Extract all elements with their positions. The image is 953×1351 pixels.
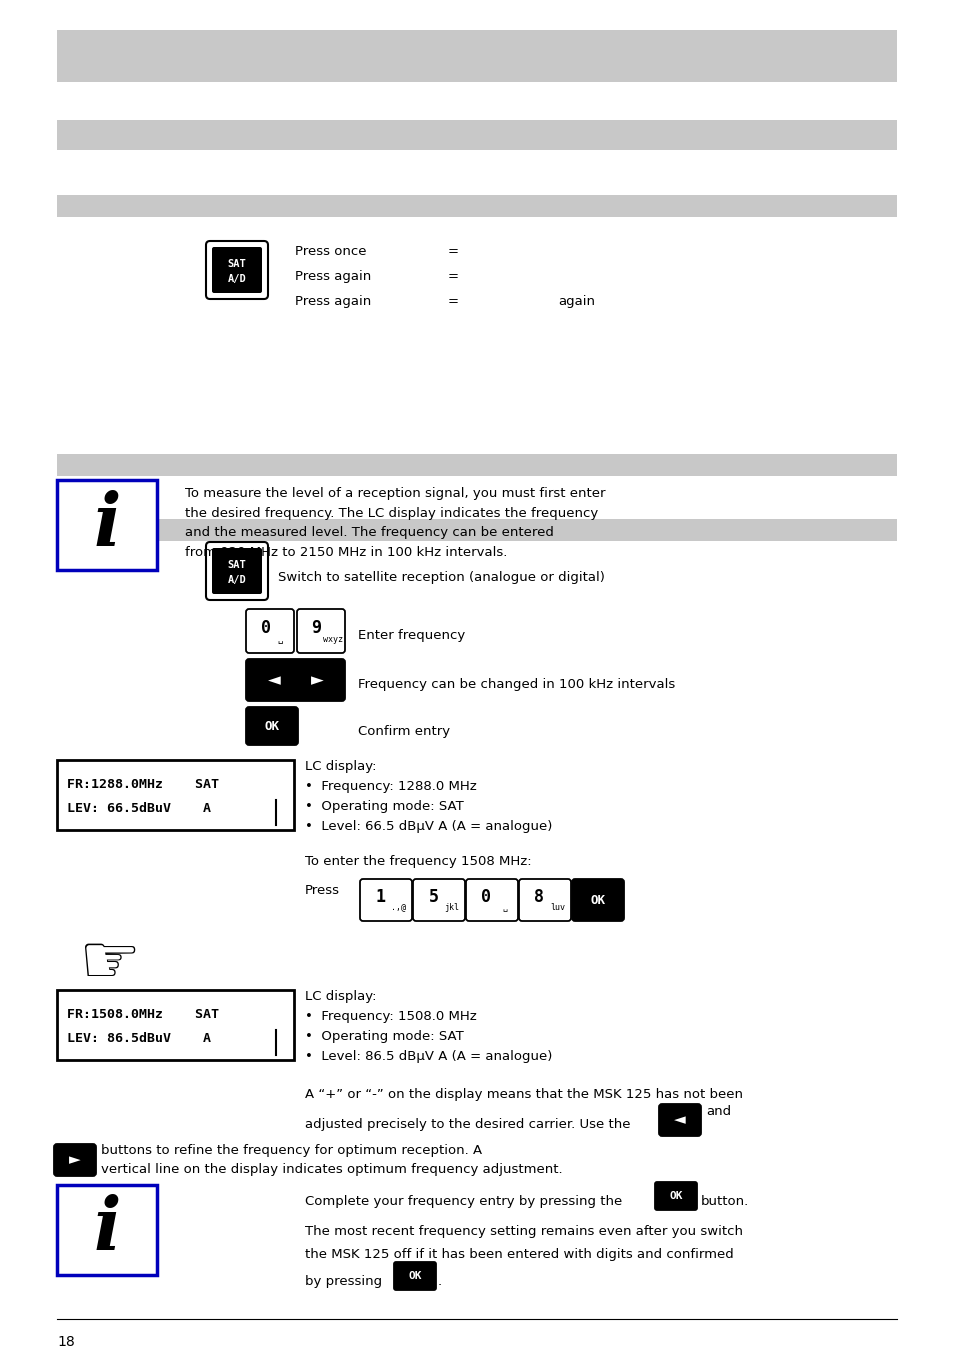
FancyBboxPatch shape — [206, 542, 268, 600]
Text: SAT: SAT — [228, 259, 246, 269]
Text: Press: Press — [305, 884, 339, 897]
Text: the MSK 125 off if it has been entered with digits and confirmed: the MSK 125 off if it has been entered w… — [305, 1248, 733, 1260]
FancyBboxPatch shape — [659, 1104, 700, 1136]
Text: SAT: SAT — [228, 561, 246, 570]
Text: ◄: ◄ — [268, 671, 280, 689]
Text: wxyz: wxyz — [322, 635, 342, 644]
Text: =: = — [448, 295, 458, 308]
Text: FR:1508.0MHz    SAT: FR:1508.0MHz SAT — [67, 1008, 219, 1021]
Text: and: and — [705, 1105, 730, 1119]
Text: To enter the frequency 1508 MHz:: To enter the frequency 1508 MHz: — [305, 855, 531, 867]
Text: •  Frequency: 1508.0 MHz: • Frequency: 1508.0 MHz — [305, 1011, 476, 1023]
Text: again: again — [558, 295, 595, 308]
Text: To measure the level of a reception signal, you must first enter
the desired fre: To measure the level of a reception sign… — [185, 486, 605, 558]
Text: ␣: ␣ — [277, 635, 283, 644]
Text: A/D: A/D — [228, 274, 246, 284]
FancyBboxPatch shape — [572, 880, 623, 921]
Text: LEV: 66.5dBuV    A: LEV: 66.5dBuV A — [67, 802, 211, 815]
Text: Frequency can be changed in 100 kHz intervals: Frequency can be changed in 100 kHz inte… — [357, 678, 675, 690]
Bar — [57, 454, 896, 476]
Bar — [57, 761, 294, 830]
Text: jkl: jkl — [444, 904, 459, 912]
Text: ␣: ␣ — [502, 904, 507, 912]
FancyBboxPatch shape — [246, 707, 297, 744]
Text: FR:1288.0MHz    SAT: FR:1288.0MHz SAT — [67, 778, 219, 790]
Text: .,@: .,@ — [391, 904, 406, 912]
Text: Press once: Press once — [294, 245, 366, 258]
Text: 1: 1 — [375, 888, 385, 907]
FancyBboxPatch shape — [518, 880, 571, 921]
Text: OK: OK — [669, 1192, 682, 1201]
Text: OK: OK — [264, 720, 279, 732]
Text: OK: OK — [408, 1271, 421, 1281]
Text: adjusted precisely to the desired carrier. Use the: adjusted precisely to the desired carrie… — [305, 1119, 630, 1131]
Text: A “+” or “-” on the display means that the MSK 125 has not been: A “+” or “-” on the display means that t… — [305, 1088, 742, 1101]
Text: ☞: ☞ — [79, 929, 141, 997]
Text: •  Level: 86.5 dBμV A (A = analogue): • Level: 86.5 dBμV A (A = analogue) — [305, 1050, 552, 1063]
Text: OK: OK — [590, 893, 605, 907]
Text: LC display:: LC display: — [305, 761, 376, 773]
FancyBboxPatch shape — [206, 240, 268, 299]
Text: Enter frequency: Enter frequency — [357, 630, 465, 642]
Text: 18: 18 — [57, 1335, 74, 1350]
Text: =: = — [448, 245, 458, 258]
FancyBboxPatch shape — [212, 549, 262, 594]
Text: LEV: 86.5dBuV    A: LEV: 86.5dBuV A — [67, 1032, 211, 1046]
Text: Press again: Press again — [294, 270, 371, 282]
Text: 5: 5 — [428, 888, 438, 907]
Bar — [57, 519, 896, 540]
Text: button.: button. — [700, 1196, 748, 1208]
Text: 0: 0 — [260, 619, 271, 636]
Bar — [57, 195, 896, 218]
FancyBboxPatch shape — [655, 1182, 697, 1210]
FancyBboxPatch shape — [296, 609, 345, 653]
Text: 8: 8 — [534, 888, 544, 907]
FancyBboxPatch shape — [54, 1144, 96, 1175]
Text: Complete your frequency entry by pressing the: Complete your frequency entry by pressin… — [305, 1196, 621, 1208]
FancyBboxPatch shape — [359, 880, 412, 921]
Text: i: i — [93, 489, 121, 561]
Bar — [57, 30, 896, 82]
Text: •  Operating mode: SAT: • Operating mode: SAT — [305, 1029, 463, 1043]
Text: The most recent frequency setting remains even after you switch: The most recent frequency setting remain… — [305, 1225, 742, 1238]
FancyBboxPatch shape — [212, 247, 262, 293]
Text: luv: luv — [550, 904, 565, 912]
Text: A/D: A/D — [228, 576, 246, 585]
Text: Switch to satellite reception (analogue or digital): Switch to satellite reception (analogue … — [277, 571, 604, 584]
FancyBboxPatch shape — [394, 1262, 436, 1290]
Text: 9: 9 — [311, 619, 320, 636]
Text: ◄: ◄ — [674, 1112, 685, 1128]
Text: ►: ► — [69, 1152, 81, 1167]
Text: •  Frequency: 1288.0 MHz: • Frequency: 1288.0 MHz — [305, 780, 476, 793]
Text: =: = — [448, 270, 458, 282]
Text: Press again: Press again — [294, 295, 371, 308]
Bar — [57, 990, 294, 1061]
Text: by pressing: by pressing — [305, 1275, 382, 1288]
Text: buttons to refine the frequency for optimum reception. A
vertical line on the di: buttons to refine the frequency for opti… — [101, 1144, 562, 1177]
FancyBboxPatch shape — [246, 659, 345, 701]
Text: •  Level: 66.5 dBμV A (A = analogue): • Level: 66.5 dBμV A (A = analogue) — [305, 820, 552, 834]
FancyBboxPatch shape — [57, 1185, 157, 1275]
FancyBboxPatch shape — [465, 880, 517, 921]
FancyBboxPatch shape — [413, 880, 464, 921]
Text: ►: ► — [310, 671, 323, 689]
Bar — [57, 120, 896, 150]
Text: i: i — [93, 1194, 121, 1266]
Text: LC display:: LC display: — [305, 990, 376, 1002]
Text: Confirm entry: Confirm entry — [357, 725, 450, 738]
FancyBboxPatch shape — [246, 609, 294, 653]
FancyBboxPatch shape — [57, 480, 157, 570]
Text: 0: 0 — [481, 888, 491, 907]
Text: .: . — [437, 1275, 441, 1288]
Text: •  Operating mode: SAT: • Operating mode: SAT — [305, 800, 463, 813]
